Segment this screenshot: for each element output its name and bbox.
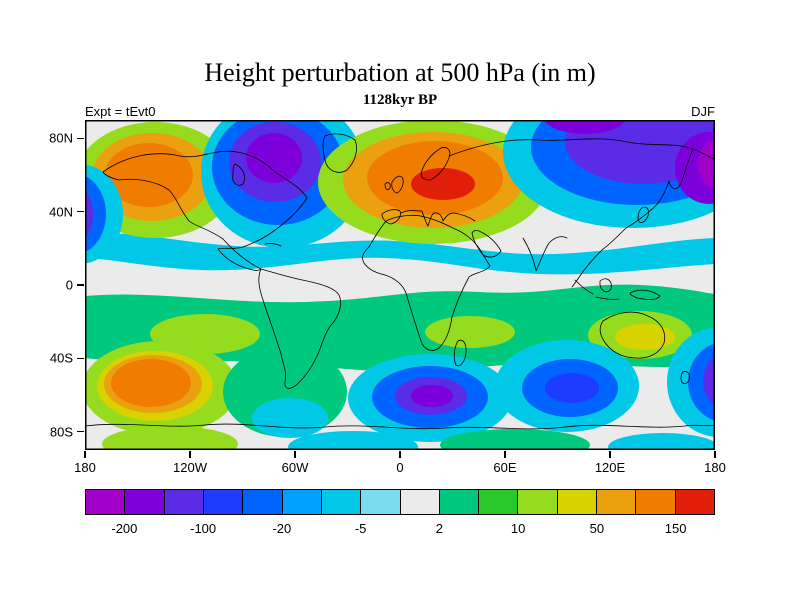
coastline-scandinavia [420, 147, 451, 181]
colorbar-segment [479, 490, 519, 514]
coastline-mediterranean [400, 210, 476, 227]
lon-tick-label: 60W [281, 460, 309, 475]
lat-tick [77, 430, 84, 433]
coastline-india [522, 236, 568, 272]
colorbar-segment [125, 490, 165, 514]
coastline-madagascar [453, 339, 467, 367]
colorbar-tick-label: -200 [111, 521, 138, 536]
colorbar-tick-label: -20 [272, 521, 292, 536]
season-label: DJF [691, 104, 715, 119]
colorbar-segment [400, 490, 440, 514]
colorbar-tick-label: 150 [664, 521, 687, 536]
dateline-west-trough [85, 164, 123, 264]
south-pacific-high [85, 341, 238, 435]
colorbar-segment [164, 490, 204, 514]
colorbar-segment [321, 490, 362, 514]
southern-green-band [85, 284, 715, 372]
lon-tick-label: 180 [74, 460, 96, 475]
lat-tick [77, 284, 84, 286]
colorbar-segment [518, 490, 558, 514]
coastline-british-isles [384, 175, 404, 194]
lat-tick [77, 357, 84, 360]
colorbar-segment [557, 490, 598, 514]
lon-tick-label: 0 [396, 460, 404, 475]
coastline-africa [362, 214, 491, 351]
coastline-arabia [471, 230, 502, 258]
coastline-borneo [599, 278, 612, 293]
coastline-new-guinea [629, 289, 661, 301]
coastline-greenland [322, 133, 357, 173]
lon-tick-label: 120W [173, 460, 207, 475]
coastlines [85, 133, 715, 430]
lon-tick [609, 451, 611, 458]
lat-tick-label: 80S [49, 424, 73, 440]
coastline-australia [599, 311, 666, 359]
southwest-pacific-trough [667, 327, 715, 437]
colorbar [85, 489, 715, 515]
lat-tick-label: 40S [49, 350, 73, 366]
colorbar-segment [243, 490, 283, 514]
siberia-arctic-trough [503, 120, 715, 228]
lon-tick [294, 451, 296, 458]
lon-tick [84, 451, 86, 458]
colorbar-tick-label: 10 [510, 521, 526, 536]
lon-tick [399, 451, 401, 458]
coastline-cuba [264, 243, 282, 247]
colorbar-tick-label: 2 [435, 521, 443, 536]
colorbar-tick-label: -100 [190, 521, 217, 536]
colorbar-segment [439, 490, 480, 514]
north-atlantic-europe-high [318, 120, 548, 244]
time-label: 1128kyr BP [362, 92, 438, 108]
colorbar-segment [282, 490, 322, 514]
lon-tick-label: 180 [704, 460, 726, 475]
subtropical-cyan-band [85, 233, 715, 275]
coastline-sumatra-java [574, 279, 620, 300]
coastline-north-america [102, 150, 308, 271]
coastline-iberia [381, 209, 401, 225]
colorbar-segment [675, 490, 714, 514]
lon-tick [189, 451, 191, 458]
map-plot [85, 120, 715, 450]
colorbar-labels: -200 -100 -20 -5 2 10 50 150 [85, 521, 715, 539]
coastline-hudson-bay [232, 163, 245, 186]
lat-tick-label: 80N [49, 130, 73, 146]
coastline-asia-east [571, 148, 694, 288]
lon-tick-label: 120E [594, 460, 626, 475]
coastline-new-zealand [680, 371, 690, 384]
colorbar-segment [361, 490, 401, 514]
experiment-label: Expt = tEvt0 [85, 104, 156, 119]
south-atlantic-trough [348, 354, 512, 442]
map-frame-border [85, 120, 715, 450]
north-america-trough [201, 120, 365, 248]
colorbar-segment [597, 490, 637, 514]
colorbar-tick-label: -5 [354, 521, 367, 536]
coastline-south-america [258, 268, 341, 389]
colorbar-segment [86, 490, 126, 514]
antarctic-band-patches [102, 426, 715, 450]
lon-tick [714, 451, 716, 458]
coastline-japan [637, 206, 649, 223]
colorbar-segment [203, 490, 244, 514]
south-indian-trough [495, 340, 639, 432]
lon-tick [504, 451, 506, 458]
lat-tick-label: 40N [49, 204, 73, 220]
lat-tick [77, 137, 84, 140]
lat-tick [77, 210, 84, 213]
coastline-antarctica [85, 423, 715, 430]
page-title: Height perturbation at 500 hPa (in m) [204, 58, 596, 87]
coastline-asia-north [448, 138, 715, 161]
colorbar-tick-label: 50 [589, 521, 605, 536]
colorbar-segment [636, 490, 676, 514]
lon-tick-label: 60E [493, 460, 517, 475]
lat-tick-label: 0 [65, 277, 73, 293]
